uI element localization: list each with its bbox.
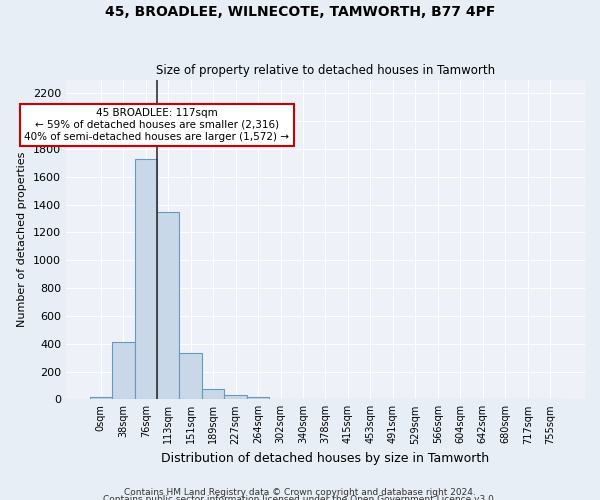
- Y-axis label: Number of detached properties: Number of detached properties: [17, 152, 28, 327]
- Bar: [247, 397, 269, 400]
- Bar: [112, 342, 134, 400]
- Title: Size of property relative to detached houses in Tamworth: Size of property relative to detached ho…: [156, 64, 495, 77]
- Bar: [179, 352, 202, 400]
- Bar: [224, 395, 247, 400]
- Text: Contains public sector information licensed under the Open Government Licence v3: Contains public sector information licen…: [103, 496, 497, 500]
- Bar: [202, 389, 224, 400]
- Text: Contains HM Land Registry data © Crown copyright and database right 2024.: Contains HM Land Registry data © Crown c…: [124, 488, 476, 497]
- Bar: [134, 159, 157, 400]
- X-axis label: Distribution of detached houses by size in Tamworth: Distribution of detached houses by size …: [161, 452, 490, 465]
- Bar: [157, 212, 179, 400]
- Text: 45 BROADLEE: 117sqm
← 59% of detached houses are smaller (2,316)
40% of semi-det: 45 BROADLEE: 117sqm ← 59% of detached ho…: [25, 108, 289, 142]
- Bar: [89, 397, 112, 400]
- Text: 45, BROADLEE, WILNECOTE, TAMWORTH, B77 4PF: 45, BROADLEE, WILNECOTE, TAMWORTH, B77 4…: [105, 5, 495, 19]
